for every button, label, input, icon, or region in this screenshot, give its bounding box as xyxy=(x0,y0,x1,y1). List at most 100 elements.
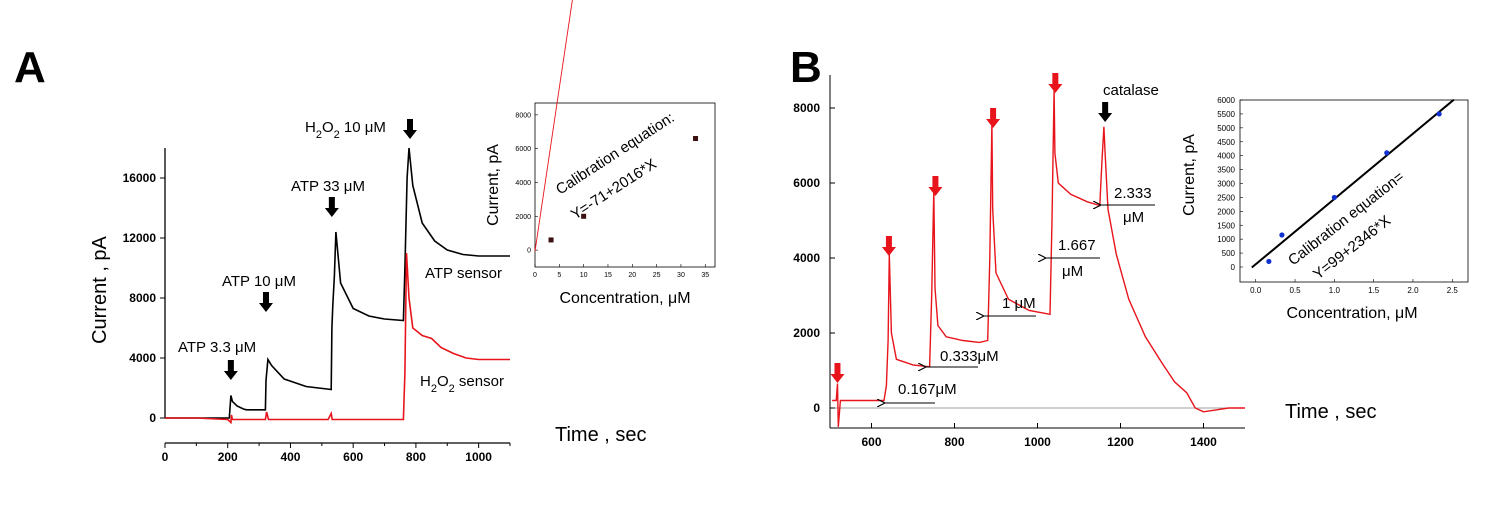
b-inset-y-tick-label: 3500 xyxy=(1217,166,1235,175)
b-label-catalase: catalase xyxy=(1103,82,1159,99)
b-y-tick-label: 2000 xyxy=(793,326,820,340)
b-x-tick-label: 1400 xyxy=(1190,435,1217,449)
b-inset-y-tick-label: 0 xyxy=(1231,263,1236,272)
b-arrow-red xyxy=(881,236,896,256)
a-y-tick-label: 16000 xyxy=(123,171,157,185)
b-arrow-red xyxy=(928,176,943,196)
b-inset-y-tick-label: 5000 xyxy=(1217,124,1235,133)
a-inset-point xyxy=(693,136,699,142)
a-inset-fit-line xyxy=(534,0,573,252)
b-inset-y-tick-label: 5500 xyxy=(1217,110,1235,119)
chart-a-inset: 0 2000 4000 6000 8000 0 5 10 15 20 25 30 35 Concentra… xyxy=(485,0,716,307)
b-inset-y-tick-label: 4000 xyxy=(1217,152,1235,161)
a-x-tick-label: 200 xyxy=(218,450,238,464)
a-inset-point xyxy=(548,237,554,243)
a-x-tick-label: 0 xyxy=(162,450,169,464)
b-label-0167: 0.167μM xyxy=(898,381,957,398)
b-label-0333: 0.333μM xyxy=(940,348,999,365)
b-inset-point xyxy=(1384,150,1390,156)
b-y-tick-label: 8000 xyxy=(793,101,820,115)
b-inset-x-title: Concentration, μM xyxy=(1286,305,1417,322)
b-x-axis-title: Time , sec xyxy=(1285,401,1377,423)
b-arrow-catalase xyxy=(1098,102,1113,122)
b-x-tick-label: 1000 xyxy=(1024,435,1051,449)
a-series-atp xyxy=(165,147,510,419)
a-inset-y-title: Current, pA xyxy=(485,144,502,226)
b-inset-y-tick-label: 1000 xyxy=(1217,235,1235,244)
b-inset-point xyxy=(1279,232,1285,238)
b-inset-frame xyxy=(1239,99,1469,283)
b-inset-y-tick-label: 4500 xyxy=(1217,138,1235,147)
b-inset-y-title: Current, pA xyxy=(1181,134,1198,216)
b-inset-y-tick-label: 6000 xyxy=(1217,96,1235,105)
b-inset-y-tick-label: 2500 xyxy=(1217,193,1235,202)
a-y-axis-title: Current , pA xyxy=(89,235,111,343)
b-x-tick-label: 600 xyxy=(861,435,881,449)
b-x-tick-label: 1200 xyxy=(1107,435,1134,449)
a-x-tick-label: 400 xyxy=(280,450,300,464)
a-label-h2o2-sensor: H2O2 sensor xyxy=(420,373,504,395)
b-arrow-red xyxy=(986,108,1001,128)
b-series-h2o2 xyxy=(832,89,1245,427)
a-label-h2o2-10: H2O2 10 μM xyxy=(305,119,386,141)
a-inset-y-tick-label: 0 xyxy=(527,248,531,255)
a-inset-x-tick-label: 10 xyxy=(580,272,588,279)
a-x-axis-title: Time , sec xyxy=(555,424,647,446)
a-label-atp-10: ATP 10 μM xyxy=(222,273,296,290)
a-inset-frame xyxy=(534,102,716,268)
b-inset-y-tick-label: 500 xyxy=(1222,249,1236,258)
panel-b-label: B xyxy=(790,43,822,92)
a-inset-x-tick-label: 0 xyxy=(533,272,537,279)
a-series-h2o2 xyxy=(165,252,510,425)
a-inset-x-tick-label: 5 xyxy=(557,272,561,279)
b-label-1667: 1.667 xyxy=(1058,237,1096,254)
b-inset-x-tick-label: 0.5 xyxy=(1289,286,1301,295)
chart-b-inset: 0 500 1000 1500 2000 2500 3000 3500 4000 4500 5000… xyxy=(1181,96,1469,322)
a-y-tick-label: 12000 xyxy=(123,231,157,245)
b-inset-x-tick-label: 2.0 xyxy=(1407,286,1419,295)
a-inset-x-title: Concentration, μM xyxy=(559,290,690,307)
a-y-tick-label: 0 xyxy=(149,411,156,425)
b-inset-point xyxy=(1331,194,1337,201)
a-inset-y-tick-label: 6000 xyxy=(515,146,531,153)
a-label-atp-33: ATP 33 μM xyxy=(291,178,365,195)
b-arrow-red xyxy=(830,363,845,383)
b-inset-y-tick-label: 3000 xyxy=(1217,180,1235,189)
a-arrow-atp-33 xyxy=(324,197,339,217)
a-inset-y-tick-label: 4000 xyxy=(515,180,531,187)
b-x-tick-label: 800 xyxy=(944,435,964,449)
a-y-tick-label: 8000 xyxy=(129,291,156,305)
b-arrow-red xyxy=(1048,73,1063,93)
b-label-2333: 2.333 xyxy=(1114,185,1152,202)
a-inset-x-tick-label: 25 xyxy=(653,272,661,279)
b-inset-y-tick-label: 1500 xyxy=(1217,221,1235,230)
a-x-tick-label: 600 xyxy=(343,450,363,464)
b-label-1: 1 μM xyxy=(1002,295,1036,312)
b-y-tick-label: 0 xyxy=(813,401,820,415)
a-arrow-atp-3-3 xyxy=(223,360,238,380)
a-arrow-atp-10 xyxy=(258,292,273,312)
b-inset-x-tick-label: 0.0 xyxy=(1250,286,1262,295)
a-inset-x-tick-label: 35 xyxy=(701,272,709,279)
b-inset-y-tick-label: 2000 xyxy=(1217,207,1235,216)
a-inset-x-tick-label: 15 xyxy=(604,272,612,279)
b-inset-x-tick-label: 1.0 xyxy=(1329,286,1341,295)
a-y-tick-label: 4000 xyxy=(129,351,156,365)
b-inset-fit-line xyxy=(1251,98,1455,269)
chart-b: 0 2000 4000 6000 8000 600 800 1000 1200 1400 Time … xyxy=(793,73,1377,449)
panel-a-label: A xyxy=(14,43,46,92)
b-label-2333-unit: μM xyxy=(1123,209,1144,226)
b-y-tick-label: 4000 xyxy=(793,251,820,265)
b-inset-point xyxy=(1266,258,1272,265)
b-inset-x-tick-label: 1.5 xyxy=(1368,286,1380,295)
a-label-atp-3-3: ATP 3.3 μM xyxy=(178,339,256,356)
a-label-atp-sensor: ATP sensor xyxy=(425,265,502,282)
a-inset-x-tick-label: 30 xyxy=(677,272,685,279)
a-x-tick-label: 1000 xyxy=(465,450,492,464)
a-x-tick-label: 800 xyxy=(406,450,426,464)
a-inset-y-tick-label: 8000 xyxy=(515,112,531,119)
a-inset-x-tick-label: 20 xyxy=(628,272,636,279)
a-inset-y-tick-label: 2000 xyxy=(515,214,531,221)
